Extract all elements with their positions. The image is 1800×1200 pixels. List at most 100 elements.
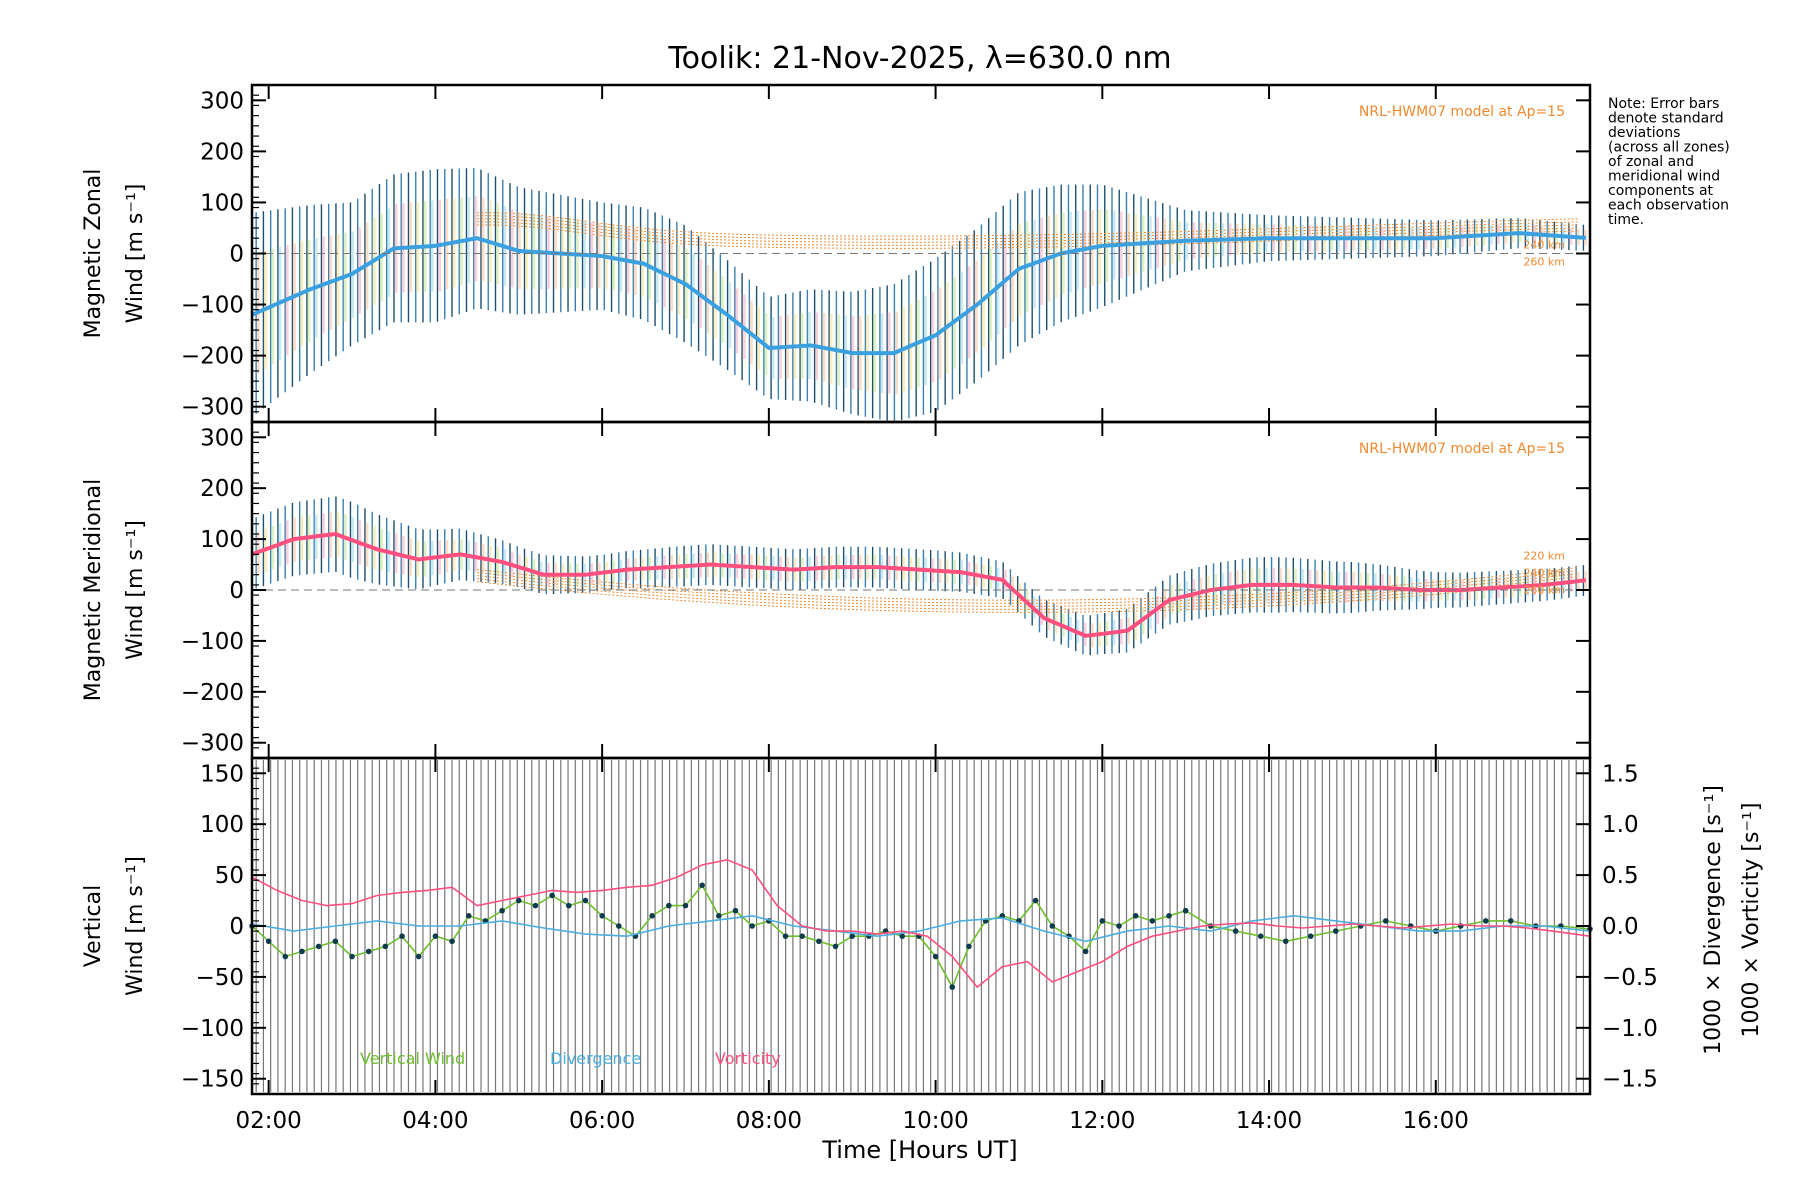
vertical-wind-point [299, 948, 305, 955]
vertical-wind-point [949, 984, 956, 990]
x-tick-label: 04:00 [402, 1108, 468, 1134]
note-line: time. [1608, 212, 1644, 228]
y-tick-label: −300 [181, 731, 244, 757]
vertical-wind-point [1032, 897, 1039, 904]
vertical-wind-point [716, 913, 722, 919]
vertical-wind-point [332, 938, 339, 945]
vertical-wind-point [966, 943, 972, 950]
model-label: NRL-HWM07 model at Ap=15 [1359, 441, 1565, 457]
vertical-wind-point [749, 923, 755, 929]
model-label: NRL-HWM07 model at Ap=15 [1359, 104, 1565, 120]
model-curve [477, 576, 1578, 610]
model-altitude-label: 240 km [1523, 238, 1565, 251]
vertical-wind-point [849, 933, 856, 939]
series-vorticity [251, 858, 1591, 989]
note-line: meridional wind [1608, 169, 1720, 185]
vertical-wind-point [666, 902, 672, 909]
vertical-wind-point [449, 938, 455, 945]
y-tick-label: −50 [195, 965, 244, 991]
vertical-wind-point [1099, 918, 1106, 924]
vertical-wind-point [732, 907, 739, 914]
divergence-axis-title: 1000 × Divergence [s⁻¹] [1701, 785, 1726, 1055]
vertical-wind-point [465, 913, 472, 919]
model-altitude-label: 260 km [1523, 255, 1565, 268]
zonal-panel: NRL-HWM07 model at Ap=15 240 km 260 km −300… [81, 83, 1592, 424]
zonal-wind-line [251, 231, 1586, 356]
note-line: each observation [1608, 198, 1729, 214]
vertical-wind-point [382, 943, 389, 950]
vertical-wind-point [1482, 918, 1489, 924]
vertical-wind-point [315, 943, 322, 950]
x-axis-title: Time [Hours UT] [821, 1136, 1017, 1164]
vertical-error-bars [255, 760, 1585, 1092]
model-curve [477, 567, 1578, 601]
vertical-wind-point [699, 882, 705, 889]
x-tick-label: 16:00 [1403, 1108, 1469, 1134]
y-tick-label: −200 [181, 680, 244, 706]
vertical-wind-point [782, 933, 789, 939]
meridional-wind-line [251, 531, 1586, 638]
y-tick-label: −100 [181, 629, 244, 655]
y-tick-label: 0 [229, 914, 244, 940]
y-tick-label: 200 [200, 139, 244, 165]
vertical-wind-point [1149, 918, 1156, 924]
zonal-y-title-line: Wind [m s⁻¹] [123, 184, 148, 324]
vertical-wind-point [582, 897, 589, 904]
panels: NRL-HWM07 model at Ap=15 240 km 260 km −300… [81, 83, 1764, 1096]
vertical-wind-point [816, 938, 822, 945]
x-tick-label: 08:00 [736, 1108, 802, 1134]
x-axis: 02:00 04:00 06:00 08:00 10:00 12:00 14:00 16:00 [236, 1108, 1469, 1134]
y-tick-label: 300 [200, 88, 244, 114]
y-tick-label: 300 [200, 425, 244, 451]
y-tick-label: −300 [181, 395, 244, 421]
legend-item: Vertical Wind [360, 1049, 465, 1068]
vertical-wind-point [349, 953, 355, 960]
vertical-wind-point [549, 892, 555, 899]
vertical-y-title-line: Vertical [81, 885, 106, 967]
y-tick-label: 150 [200, 761, 244, 787]
vertical-wind-point [1332, 928, 1339, 934]
vertical-wind-point [1166, 913, 1172, 919]
note-line: deviations [1608, 125, 1680, 141]
vertical-wind-point [1182, 907, 1189, 914]
vertical-wind-point [415, 953, 422, 960]
vertical-wind-point [532, 902, 539, 909]
meridional-panel: NRL-HWM07 model at Ap=15 220 km 240 km 260 … [81, 420, 1592, 760]
y-tick-label: 200 [200, 476, 244, 502]
zonal-y-axis: −300 −200 −100 0 100 200 300 [181, 84, 1590, 423]
right-tick-label: −1.5 [1602, 1067, 1658, 1093]
model-curve [477, 215, 1578, 240]
vertical-wind-point [399, 933, 405, 939]
model-curve [477, 573, 1578, 607]
vertical-wind-point [1382, 918, 1389, 924]
vertical-wind-point [899, 933, 906, 939]
vertical-y-title-line: Wind [m s⁻¹] [123, 856, 148, 996]
x-tick-label: 06:00 [569, 1108, 635, 1134]
vertical-wind-point [932, 953, 939, 960]
vertical-wind-point [565, 902, 572, 909]
vertical-wind-point [282, 953, 289, 960]
y-tick-label: 100 [200, 527, 244, 553]
vorticity-axis-title: 1000 × Vorticity [s⁻¹] [1739, 803, 1764, 1038]
vertical-wind-point [515, 897, 522, 904]
vertical-wind-point [1508, 918, 1514, 924]
model-altitude-label: 240 km [1523, 566, 1565, 579]
y-tick-label: −100 [181, 293, 244, 319]
y-tick-label: −100 [181, 1016, 244, 1042]
vertical-wind-point [1232, 928, 1239, 934]
y-tick-label: 0 [229, 242, 244, 268]
right-axis: −1.5 −1.0 −0.5 0.0 0.5 1.0 1.5 1000 × Divergenc… [1576, 761, 1764, 1093]
vertical-wind-point [682, 902, 689, 909]
zonal-y-title-line: Magnetic Zonal [81, 169, 106, 339]
y-tick-label: 100 [200, 190, 244, 216]
y-tick-label: 0 [229, 578, 244, 604]
x-tick-label: 02:00 [236, 1108, 302, 1134]
vertical-wind-point [499, 907, 505, 914]
vertical-wind-point [365, 948, 372, 955]
y-tick-label: −150 [181, 1067, 244, 1093]
note-line: Note: Error bars [1608, 96, 1719, 112]
right-tick-label: 1.0 [1602, 812, 1639, 838]
y-tick-label: 50 [215, 863, 244, 889]
